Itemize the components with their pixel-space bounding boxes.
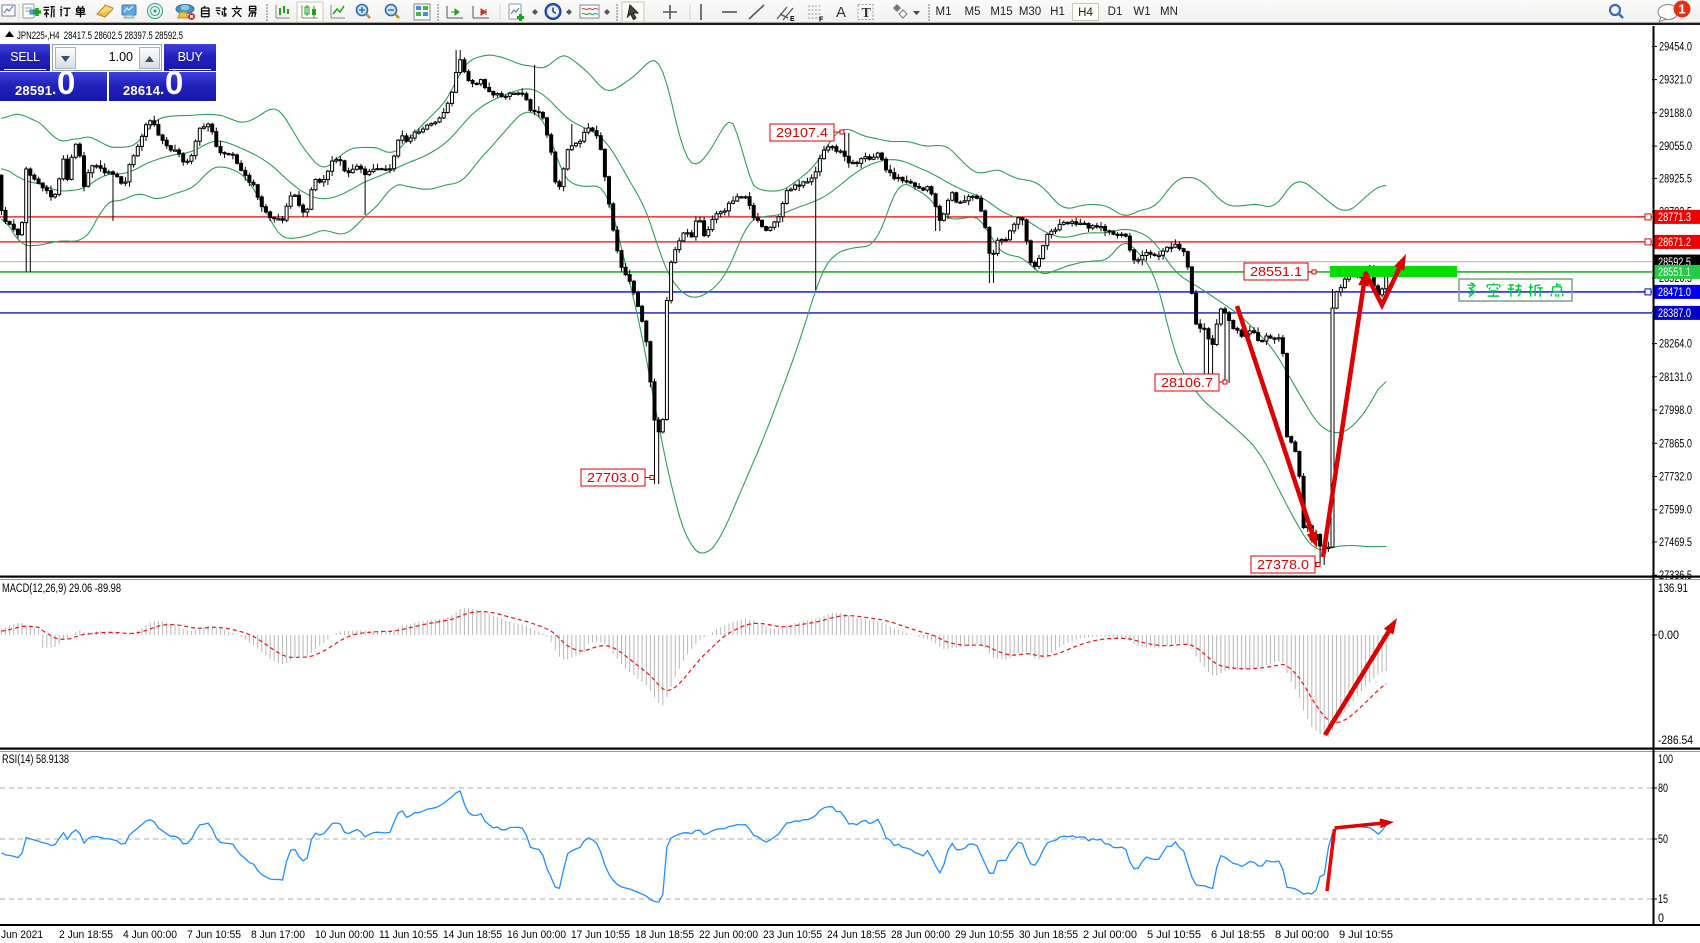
svg-text:28551.1: 28551.1 (1658, 267, 1691, 279)
svg-text:29 Jun 10:55: 29 Jun 10:55 (955, 929, 1014, 941)
svg-text:29188.0: 29188.0 (1659, 108, 1692, 120)
svg-text:23 Jun 10:55: 23 Jun 10:55 (763, 929, 822, 941)
svg-text:30 Jun 18:55: 30 Jun 18:55 (1019, 929, 1078, 941)
svg-text:A: A (836, 4, 846, 21)
svg-text:7 Jun 10:55: 7 Jun 10:55 (187, 929, 241, 941)
svg-text:0.00: 0.00 (1658, 630, 1679, 642)
svg-text:80: 80 (1658, 783, 1668, 795)
svg-text:27998.0: 27998.0 (1659, 405, 1692, 417)
svg-text:1: 1 (1678, 2, 1685, 17)
svg-text:JPN225-,H4 28417.5 28602.5 28: JPN225-,H4 28417.5 28602.5 28397.5 28592… (17, 30, 183, 42)
svg-text:27732.0: 27732.0 (1659, 472, 1692, 484)
svg-text:27469.5: 27469.5 (1659, 537, 1692, 549)
svg-text:0: 0 (1658, 913, 1664, 925)
svg-text:10 Jun 00:00: 10 Jun 00:00 (315, 929, 374, 941)
svg-text:2 Jun 18:55: 2 Jun 18:55 (59, 929, 113, 941)
svg-text:28471.0: 28471.0 (1658, 287, 1691, 299)
svg-text:17 Jun 10:55: 17 Jun 10:55 (571, 929, 630, 941)
svg-text:8 Jun 17:00: 8 Jun 17:00 (251, 929, 305, 941)
svg-text:28551.1: 28551.1 (1250, 264, 1302, 279)
svg-text:28925.5: 28925.5 (1659, 173, 1692, 185)
svg-text:28106.7: 28106.7 (1161, 375, 1213, 390)
svg-text:18 Jun 18:55: 18 Jun 18:55 (635, 929, 694, 941)
svg-text:29107.4: 29107.4 (776, 125, 828, 140)
svg-text:24 Jun 18:55: 24 Jun 18:55 (827, 929, 886, 941)
svg-text:28131.0: 28131.0 (1659, 372, 1692, 384)
svg-text:F: F (819, 17, 824, 24)
svg-text:16 Jun 00:00: 16 Jun 00:00 (507, 929, 566, 941)
svg-text:29055.0: 29055.0 (1659, 141, 1692, 153)
svg-text:27378.0: 27378.0 (1257, 557, 1309, 572)
svg-text:28387.0: 28387.0 (1658, 308, 1691, 320)
svg-text:MACD(12,26,9) 29.06 -89.98: MACD(12,26,9) 29.06 -89.98 (2, 583, 121, 595)
svg-text:15: 15 (1658, 894, 1668, 906)
svg-text:50: 50 (1658, 834, 1668, 846)
svg-text:9 Jul 10:55: 9 Jul 10:55 (1339, 929, 1393, 941)
svg-text:RSI(14) 58.9138: RSI(14) 58.9138 (2, 754, 69, 766)
svg-text:E: E (790, 16, 795, 23)
svg-text:Jun 2021: Jun 2021 (1, 929, 43, 941)
svg-text:29321.0: 29321.0 (1659, 75, 1692, 87)
svg-text:2 Jul 00:00: 2 Jul 00:00 (1083, 929, 1137, 941)
svg-text:T: T (862, 6, 872, 21)
svg-text:28671.2: 28671.2 (1658, 237, 1691, 249)
svg-text:27336.5: 27336.5 (1659, 570, 1692, 582)
svg-text:27703.0: 27703.0 (587, 470, 639, 485)
svg-text:8 Jul 00:00: 8 Jul 00:00 (1275, 929, 1329, 941)
svg-text:28264.0: 28264.0 (1659, 339, 1692, 351)
svg-text:29454.0: 29454.0 (1659, 41, 1692, 53)
svg-text:28771.3: 28771.3 (1658, 212, 1691, 224)
svg-text:11 Jun 10:55: 11 Jun 10:55 (379, 929, 438, 941)
svg-text:27599.0: 27599.0 (1659, 505, 1692, 517)
svg-text:28 Jun 00:00: 28 Jun 00:00 (891, 929, 950, 941)
svg-text:5 Jul 10:55: 5 Jul 10:55 (1147, 929, 1201, 941)
svg-text:4 Jun 00:00: 4 Jun 00:00 (123, 929, 177, 941)
svg-text:22 Jun 00:00: 22 Jun 00:00 (699, 929, 758, 941)
svg-text:27865.0: 27865.0 (1659, 438, 1692, 450)
svg-text:136.91: 136.91 (1658, 583, 1688, 595)
svg-text:14 Jun 18:55: 14 Jun 18:55 (443, 929, 502, 941)
svg-text:-286.54: -286.54 (1658, 735, 1694, 747)
svg-text:100: 100 (1658, 754, 1673, 766)
svg-text:6 Jul 18:55: 6 Jul 18:55 (1211, 929, 1265, 941)
